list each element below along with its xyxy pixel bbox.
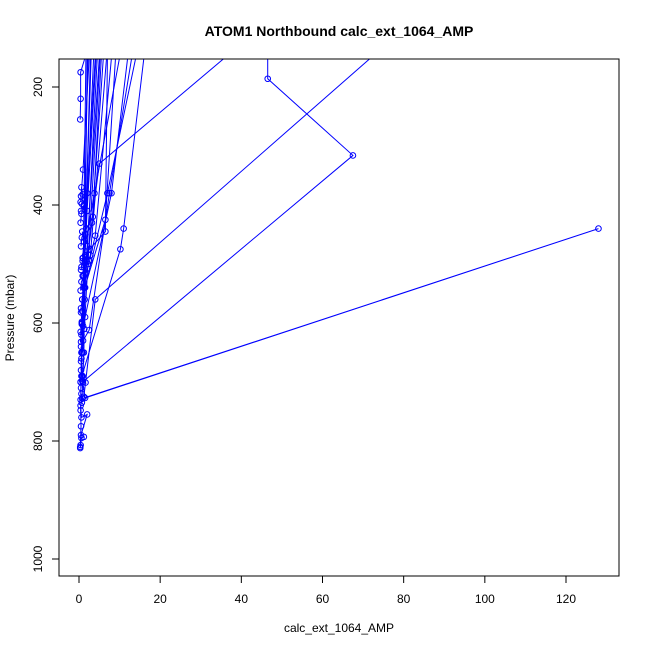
series-line-19 <box>82 59 225 288</box>
data-point <box>81 394 89 402</box>
x-tick-label: 20 <box>153 592 167 606</box>
data-point <box>83 243 91 250</box>
series-line-0 <box>79 59 599 449</box>
data-point <box>95 160 103 167</box>
x-tick-label: 120 <box>556 592 576 606</box>
data-point <box>80 284 87 291</box>
data-point <box>85 326 93 334</box>
series-line-25 <box>83 59 101 329</box>
data-point <box>76 116 84 123</box>
data-point <box>79 372 86 380</box>
data-point <box>102 228 109 235</box>
y-axis: 200 400 600 800 1000 <box>31 77 60 572</box>
data-point <box>77 378 84 386</box>
plot-markers-group <box>76 68 602 452</box>
data-point <box>77 207 85 215</box>
data-point <box>87 251 94 259</box>
data-point <box>77 343 85 350</box>
y-tick-label: 600 <box>31 313 45 333</box>
data-point <box>91 232 99 239</box>
data-point <box>77 192 85 200</box>
data-point <box>79 166 87 173</box>
data-point <box>78 399 86 406</box>
x-axis-label: calc_ext_1064_AMP <box>284 621 394 635</box>
data-point <box>78 307 86 315</box>
data-point <box>79 254 86 262</box>
y-axis-label: Pressure (mbar) <box>3 275 17 362</box>
data-point <box>77 422 85 430</box>
data-point <box>91 296 99 303</box>
data-point <box>78 395 86 402</box>
x-tick-label: 100 <box>475 592 495 606</box>
data-point <box>78 278 85 286</box>
data-point <box>76 443 84 451</box>
data-point <box>349 152 357 159</box>
chart-title: ATOM1 Northbound calc_ext_1064_AMP <box>205 23 474 39</box>
data-point <box>78 414 85 421</box>
data-point <box>120 225 127 232</box>
series-line-10 <box>79 59 86 120</box>
data-point <box>78 377 86 385</box>
plot-series-group <box>79 59 599 449</box>
data-point <box>78 184 85 191</box>
data-point <box>78 210 85 218</box>
data-point <box>82 379 89 386</box>
y-tick-label: 800 <box>31 431 45 451</box>
data-point <box>78 355 85 362</box>
data-point <box>78 318 86 326</box>
data-point <box>117 245 124 253</box>
data-point <box>78 228 86 235</box>
data-point <box>108 189 115 197</box>
data-point <box>79 272 87 280</box>
data-point <box>77 266 85 274</box>
data-point <box>80 238 88 245</box>
data-point <box>78 263 85 271</box>
data-point <box>79 191 86 198</box>
x-axis: 0 20 40 60 80 100 120 <box>76 575 576 606</box>
data-point <box>79 322 87 330</box>
series-line-26 <box>81 59 97 312</box>
y-tick-label: 200 <box>31 77 45 97</box>
data-point <box>77 219 84 226</box>
data-point <box>77 431 85 439</box>
x-tick-label: 60 <box>316 592 330 606</box>
data-point <box>106 189 113 197</box>
series-line-17 <box>82 59 120 259</box>
x-tick-label: 0 <box>76 592 83 606</box>
x-tick-label: 40 <box>235 592 249 606</box>
data-point <box>77 407 84 414</box>
data-point <box>79 349 86 356</box>
data-point <box>77 358 85 365</box>
series-line-20 <box>83 59 371 397</box>
x-tick-label: 80 <box>397 592 411 606</box>
data-point <box>77 95 84 103</box>
data-point <box>264 75 272 83</box>
y-tick-label: 1000 <box>31 545 45 572</box>
data-point <box>78 296 86 303</box>
data-point <box>83 189 91 197</box>
data-point <box>88 219 96 226</box>
data-point <box>91 189 98 197</box>
data-point <box>81 296 88 303</box>
data-point <box>84 260 92 268</box>
data-point <box>77 309 85 316</box>
data-point <box>78 200 86 208</box>
data-point <box>77 338 85 346</box>
series-line-23 <box>80 59 89 377</box>
data-point <box>78 390 85 398</box>
data-point <box>81 313 89 321</box>
data-point <box>83 411 91 418</box>
data-point <box>77 68 84 76</box>
data-point <box>595 225 602 232</box>
data-point <box>79 257 86 265</box>
y-tick-label: 400 <box>31 195 45 215</box>
data-point <box>104 189 111 197</box>
plot-frame <box>58 58 620 577</box>
data-point <box>78 331 85 339</box>
data-point <box>77 328 84 336</box>
data-point <box>102 216 109 224</box>
